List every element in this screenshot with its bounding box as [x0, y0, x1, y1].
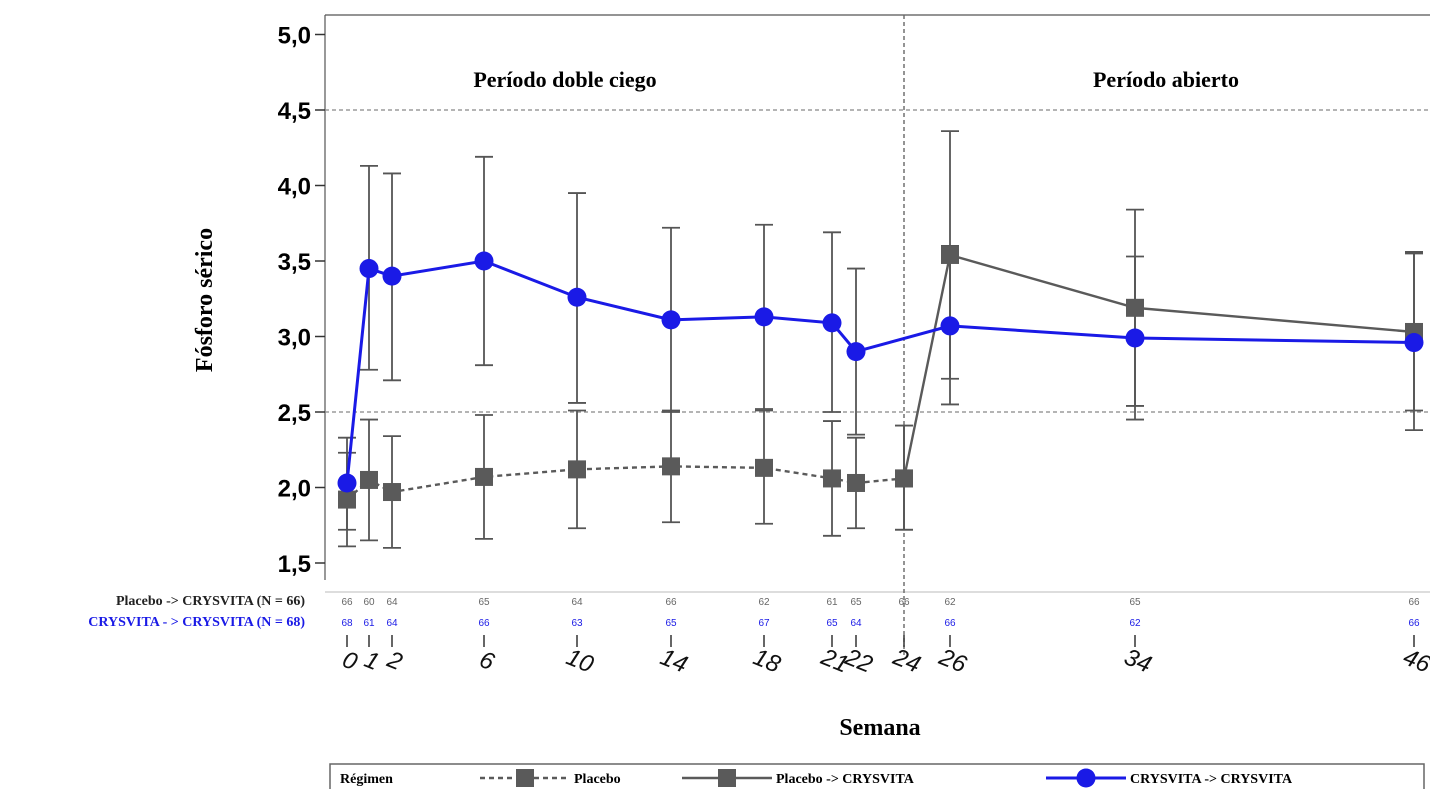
- n-at-risk-count: 66: [944, 618, 956, 629]
- n-at-risk-count: 65: [478, 597, 490, 608]
- y-tick-label: 1,5: [278, 551, 311, 578]
- n-at-risk-count: 61: [363, 618, 375, 629]
- plot-area: [324, 14, 1430, 655]
- y-tick-label: 3,5: [278, 249, 311, 276]
- data-point-circle: [337, 473, 357, 493]
- data-point-square: [662, 457, 680, 476]
- series-line-2: [902, 253, 1415, 479]
- n-at-risk-count: 66: [341, 597, 353, 608]
- period-label-open: Período abierto: [1093, 67, 1239, 92]
- x-tick-label: 18: [749, 644, 784, 679]
- n-at-risk-count: 61: [826, 597, 838, 608]
- data-point-circle: [474, 251, 494, 271]
- series-line-3: [345, 259, 1415, 484]
- n-at-risk-table: Placebo -> CRYSVITA (N = 66) 66 60 64 65 64 66…: [88, 594, 1420, 630]
- data-point-square: [823, 469, 841, 488]
- legend-swatch-square: [516, 769, 534, 787]
- data-point-square: [847, 473, 865, 492]
- period-labels: Período doble ciego Período abierto: [473, 67, 1239, 92]
- n-at-risk-count: 65: [826, 618, 838, 629]
- data-point-square: [383, 483, 401, 502]
- data-point-circle: [754, 307, 774, 327]
- n-at-risk-count: 66: [898, 597, 910, 608]
- y-tick-label: 4,5: [278, 98, 311, 125]
- x-tick-label: 14: [656, 644, 691, 679]
- data-point-circle: [846, 342, 866, 362]
- x-tick-label: 24: [888, 643, 924, 678]
- n-at-risk-row-label: CRYSVITA - > CRYSVITA (N = 68): [88, 615, 305, 630]
- data-point-circle: [940, 316, 960, 336]
- data-point-circle: [382, 266, 402, 286]
- data-point-square: [568, 460, 586, 479]
- n-at-risk-count: 66: [665, 597, 677, 608]
- data-point-square: [338, 490, 356, 509]
- n-at-risk-count: 64: [571, 597, 583, 608]
- legend-swatch-square: [718, 769, 736, 787]
- y-tick-label: 2,0: [278, 476, 311, 503]
- data-point-square: [475, 467, 493, 486]
- n-at-risk-count: 66: [1408, 618, 1420, 629]
- n-at-risk-count: 64: [386, 597, 398, 608]
- x-tick-label: 26: [934, 643, 970, 679]
- x-tick-label: 1: [361, 646, 384, 676]
- axes: 5,0 4,5 4,0 3,5 3,0 2,5 2,0 1,5: [278, 23, 1415, 647]
- legend-box: [329, 763, 1425, 789]
- x-tick-label: 2: [383, 646, 406, 676]
- data-point-circle: [1404, 333, 1424, 353]
- x-tick-label: 6: [476, 646, 499, 676]
- legend: Régimen Placebo Placebo -> CRYSVITA CRYSVIT…: [329, 763, 1425, 789]
- x-tick-label: 10: [562, 644, 597, 679]
- series-lines: [345, 253, 1415, 501]
- x-tick-label: 34: [1120, 644, 1155, 679]
- data-point-square: [360, 470, 378, 489]
- n-at-risk-count: 65: [1129, 597, 1141, 608]
- n-at-risk-count: 62: [758, 597, 770, 608]
- n-at-risk-count: 67: [758, 618, 770, 629]
- period-label-double-blind: Período doble ciego: [473, 67, 656, 92]
- data-point-square: [941, 245, 959, 264]
- n-at-risk-count: 60: [363, 597, 375, 608]
- x-tick-label: 0: [339, 646, 362, 676]
- n-at-risk-count: 63: [571, 618, 583, 629]
- data-point-circle: [359, 259, 379, 279]
- y-tick-label: 2,5: [278, 400, 311, 427]
- n-at-risk-count: 66: [478, 618, 490, 629]
- n-at-risk-count: 68: [341, 618, 353, 629]
- n-at-risk-row-label: Placebo -> CRYSVITA (N = 66): [116, 594, 305, 609]
- n-at-risk-count: 62: [944, 597, 956, 608]
- data-point-circle: [661, 310, 681, 330]
- legend-entry-label: CRYSVITA -> CRYSVITA: [1130, 772, 1293, 787]
- x-tick-label: 22: [840, 643, 876, 678]
- legend-entry-label: Placebo: [574, 772, 621, 787]
- n-at-risk-count: 65: [850, 597, 862, 608]
- y-tick-label: 3,0: [278, 325, 311, 352]
- x-tick-label: 46: [1399, 644, 1430, 679]
- n-at-risk-count: 64: [850, 618, 862, 629]
- data-point-circle: [567, 287, 587, 307]
- data-point-square: [895, 469, 913, 488]
- legend-entry-label: Placebo -> CRYSVITA: [776, 772, 915, 787]
- data-point-circle: [1125, 328, 1145, 348]
- series-line-1: [346, 465, 905, 501]
- x-axis-title: Semana: [839, 715, 920, 741]
- n-at-risk-count: 66: [1408, 597, 1420, 608]
- y-tick-label: 4,0: [278, 174, 311, 201]
- series-markers: [337, 245, 1424, 509]
- y-tick-label: 5,0: [278, 23, 311, 50]
- n-at-risk-count: 65: [665, 618, 677, 629]
- legend-title: Régimen: [340, 772, 393, 787]
- data-point-circle: [822, 313, 842, 333]
- legend-swatch-circle: [1076, 768, 1096, 788]
- n-at-risk-count: 64: [386, 618, 398, 629]
- y-axis-title: Fósforo sérico: [192, 228, 218, 372]
- n-at-risk-count: 62: [1129, 618, 1141, 629]
- data-point-square: [755, 458, 773, 477]
- data-point-square: [1126, 298, 1144, 317]
